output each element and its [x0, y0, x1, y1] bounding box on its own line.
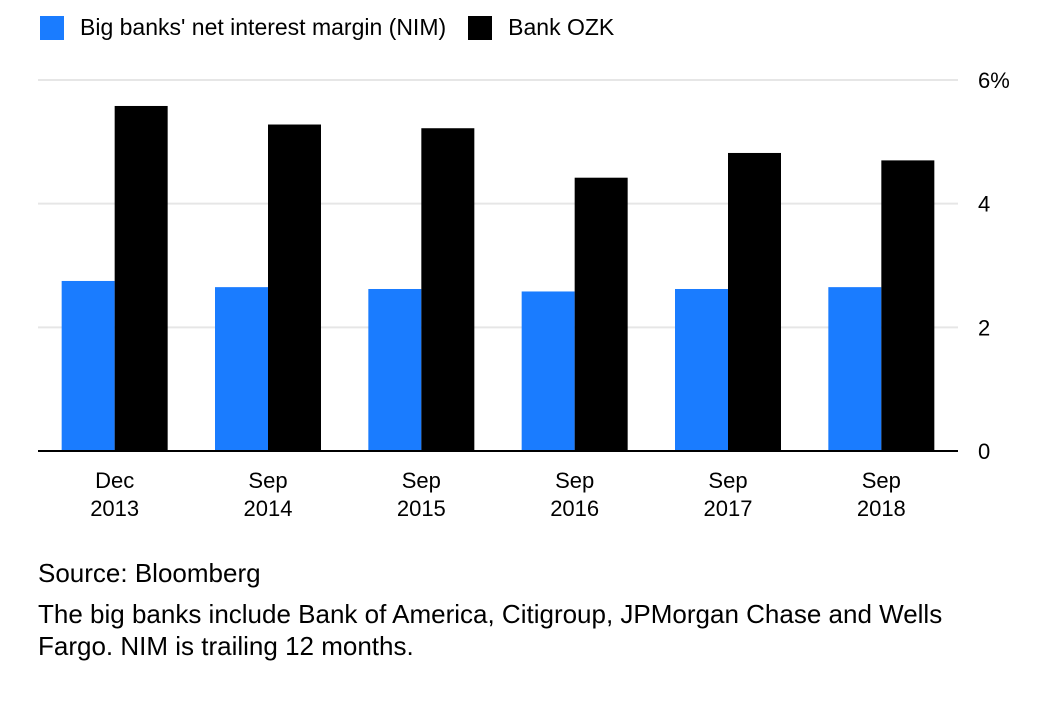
legend: Big banks' net interest margin (NIM) Ban…	[40, 14, 636, 41]
x-tick-label: Sep	[248, 468, 287, 493]
y-tick-label: 0	[978, 439, 990, 464]
x-tick-label: 2017	[704, 496, 753, 521]
y-tick-label: 4	[978, 192, 990, 217]
x-tick-label: Sep	[402, 468, 441, 493]
y-tick-label: 2	[978, 315, 990, 340]
bar-bank-ozk	[421, 128, 475, 452]
x-tick-label: 2018	[857, 496, 906, 521]
bar-big-banks	[368, 288, 422, 451]
bar-bank-ozk	[881, 160, 935, 451]
x-tick-label: 2016	[550, 496, 599, 521]
x-tick-label: 2014	[244, 496, 293, 521]
source-note: Source: Bloomberg	[38, 558, 261, 588]
bar-bank-ozk	[574, 177, 628, 452]
bar-chart: 0 2 4 6% Dec 2013 Sep 2014 Sep 2015 Sep 2016 Sep 2017…	[38, 68, 1010, 521]
x-tick-label: Sep	[708, 468, 747, 493]
x-tick-label: Dec	[95, 468, 134, 493]
legend-swatch-big-banks	[40, 15, 64, 40]
bar-big-banks	[61, 280, 115, 451]
bar-bank-ozk	[114, 105, 168, 451]
x-tick-label: Sep	[555, 468, 594, 493]
legend-swatch-bank-ozk	[468, 15, 493, 40]
x-tick-label: 2015	[397, 496, 446, 521]
y-tick-label: 6%	[978, 68, 1010, 93]
bar-bank-ozk	[268, 124, 321, 452]
bar-big-banks	[828, 287, 882, 451]
legend-item-big-banks: Big banks' net interest margin (NIM)	[40, 14, 446, 41]
x-tick-label: 2013	[90, 496, 139, 521]
footnote: The big banks include Bank of America, C…	[38, 599, 943, 661]
bar-big-banks	[521, 291, 575, 451]
bar-big-banks	[215, 287, 268, 451]
legend-label-bank-ozk: Bank OZK	[508, 14, 615, 40]
legend-item-bank-ozk: Bank OZK	[468, 14, 614, 41]
bar-bank-ozk	[728, 152, 781, 452]
bar-big-banks	[675, 288, 728, 451]
x-tick-label: Sep	[862, 468, 901, 493]
chart-footer: Source: Bloomberg The big banks include …	[38, 556, 1018, 662]
legend-label-big-banks: Big banks' net interest margin (NIM)	[80, 14, 447, 40]
